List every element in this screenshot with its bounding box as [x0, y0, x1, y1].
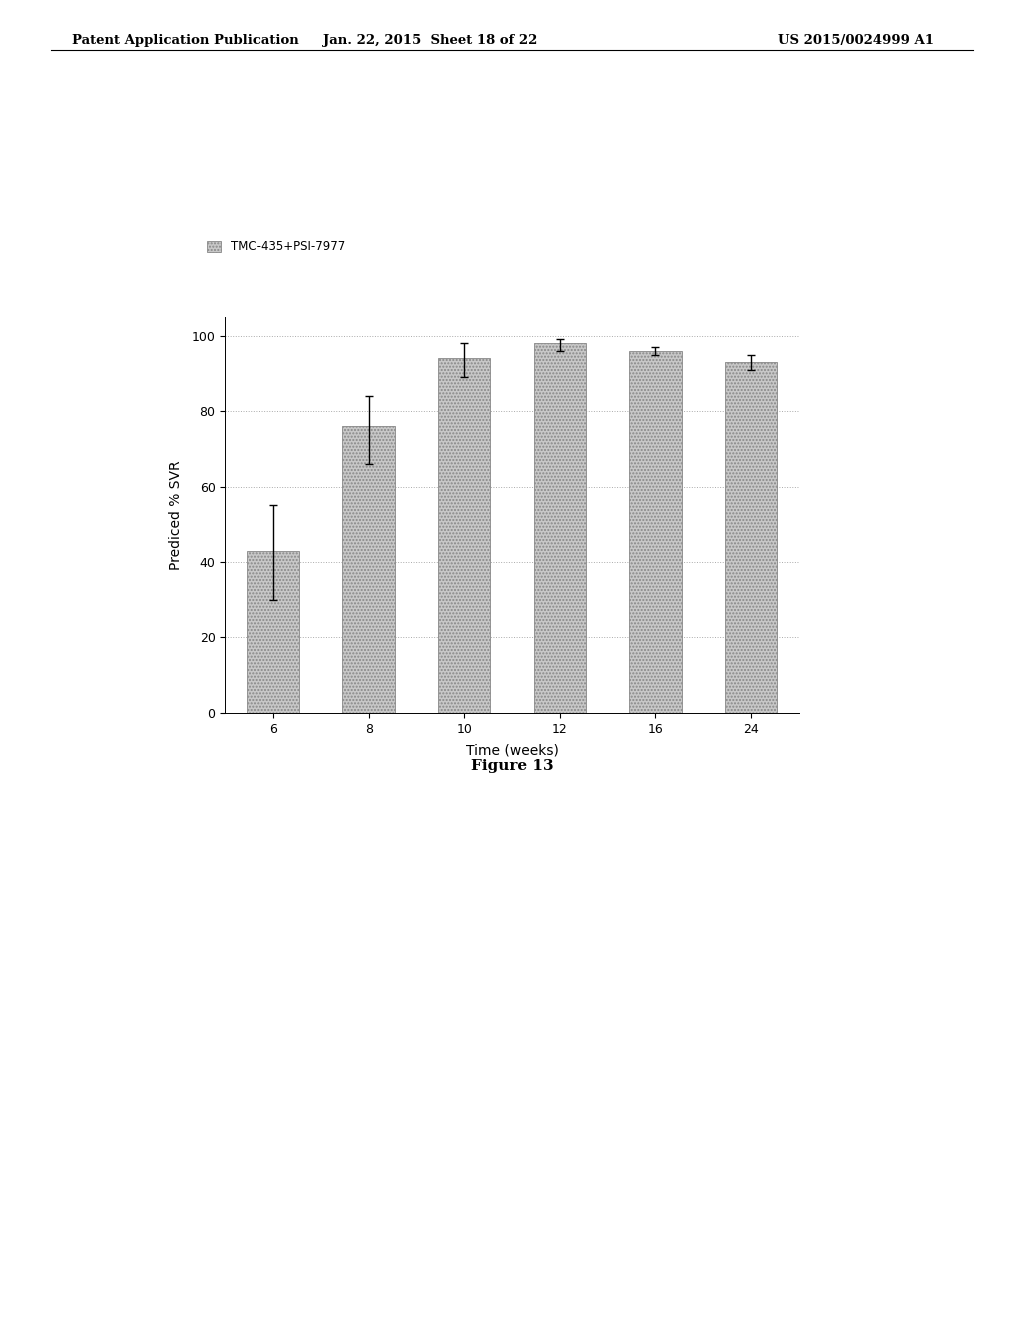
Bar	[438, 358, 490, 713]
Text: Figure 13: Figure 13	[471, 759, 553, 774]
Bar	[247, 550, 299, 713]
Text: US 2015/0024999 A1: US 2015/0024999 A1	[778, 34, 934, 48]
Text: Jan. 22, 2015  Sheet 18 of 22: Jan. 22, 2015 Sheet 18 of 22	[323, 34, 538, 48]
Legend: TMC-435+PSI-7977: TMC-435+PSI-7977	[203, 235, 350, 257]
Bar	[629, 351, 682, 713]
Bar	[534, 343, 586, 713]
Text: Patent Application Publication: Patent Application Publication	[72, 34, 298, 48]
X-axis label: Time (weeks): Time (weeks)	[466, 744, 558, 758]
Y-axis label: Prediced % SVR: Prediced % SVR	[169, 459, 183, 570]
Bar	[725, 362, 777, 713]
Bar	[342, 426, 395, 713]
